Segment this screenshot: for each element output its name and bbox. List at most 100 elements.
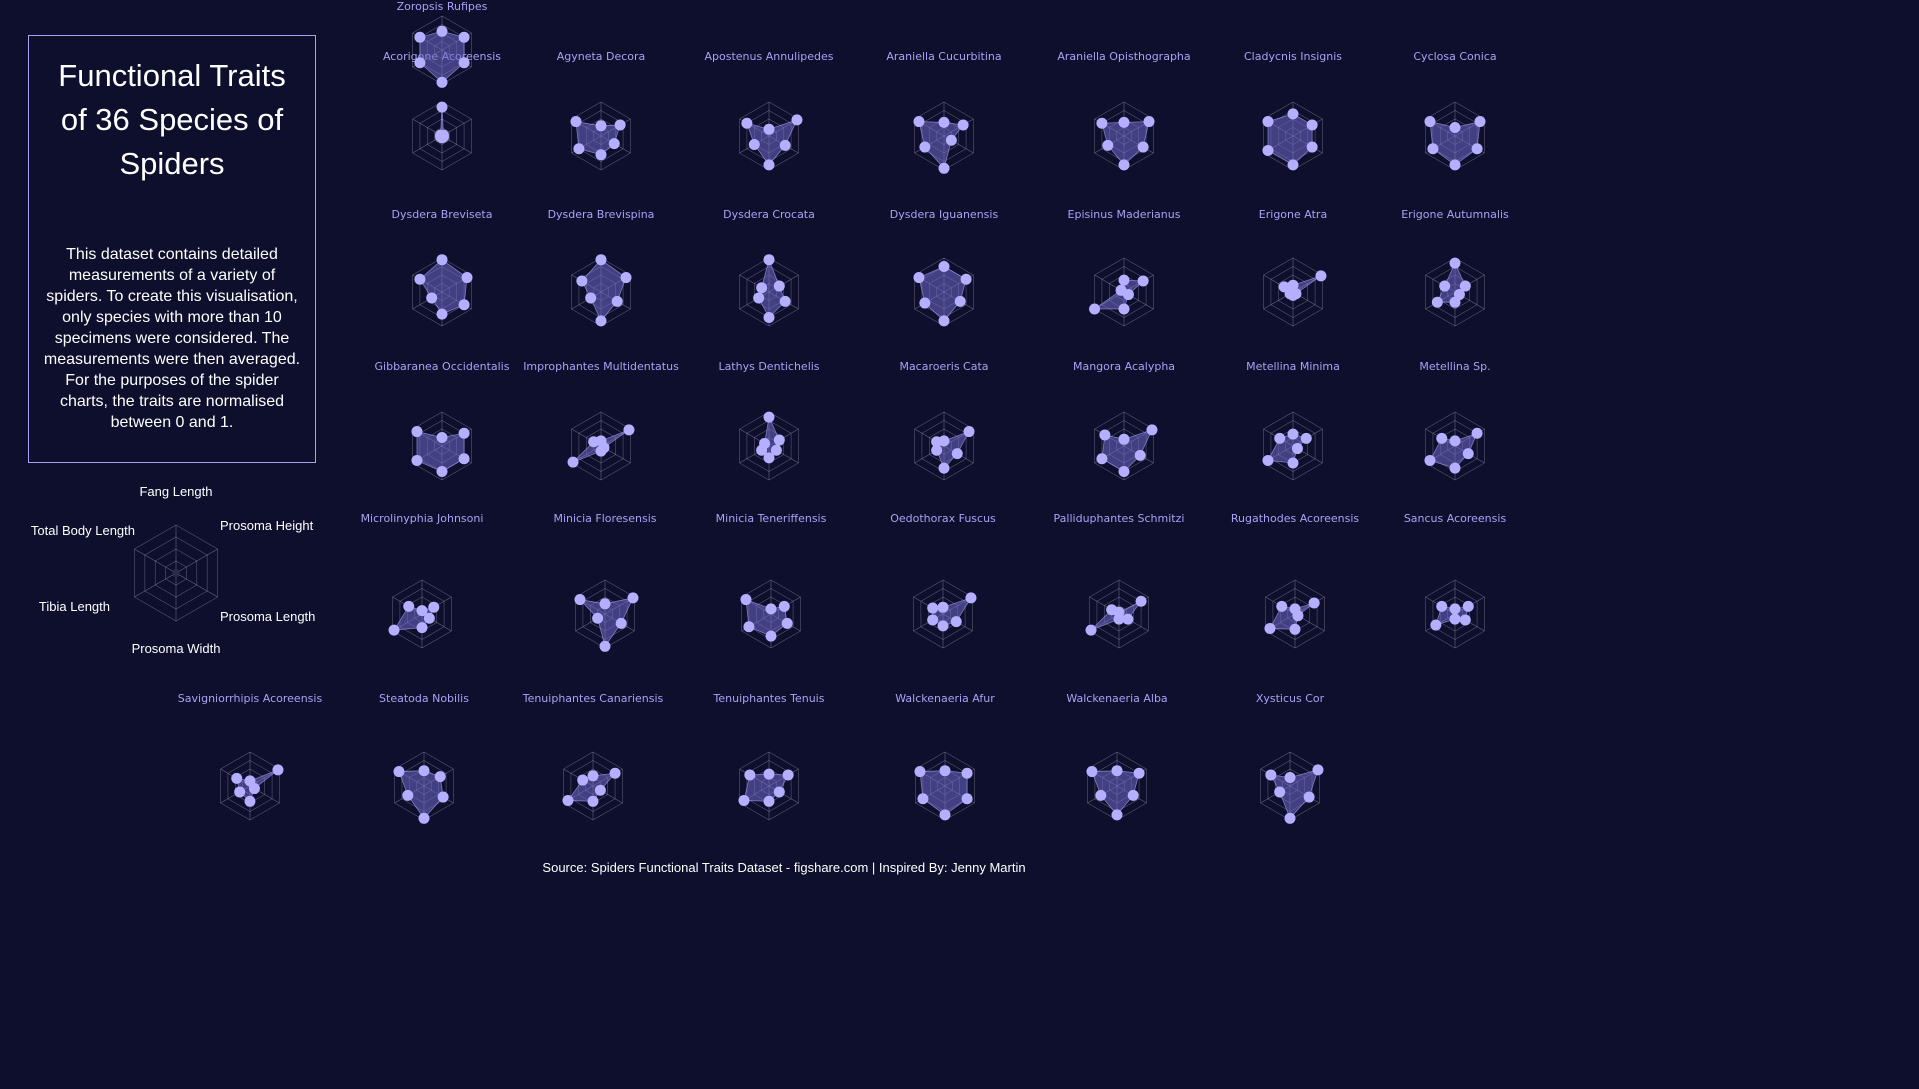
species-radar-chart bbox=[412, 15, 472, 88]
trait-point bbox=[961, 767, 973, 779]
trait-point bbox=[1431, 296, 1443, 308]
trait-point bbox=[1118, 466, 1130, 477]
trait-point bbox=[1265, 769, 1277, 781]
trait-point bbox=[782, 769, 794, 781]
trait-point bbox=[1292, 610, 1304, 622]
trait-point bbox=[914, 766, 926, 778]
trait-point bbox=[458, 453, 470, 465]
trait-area bbox=[1267, 113, 1313, 166]
trait-point bbox=[1089, 303, 1101, 315]
legend-label-prosoma-width: Prosoma Width bbox=[132, 641, 221, 656]
trait-point bbox=[927, 602, 939, 614]
trait-point bbox=[595, 120, 607, 132]
trait-area bbox=[918, 266, 967, 322]
species-radar-chart bbox=[739, 254, 799, 327]
trait-point bbox=[1471, 143, 1483, 155]
trait-point bbox=[917, 793, 929, 805]
trait-point bbox=[960, 273, 972, 285]
trait-point bbox=[1122, 613, 1134, 625]
species-title: Erigone Autumnalis bbox=[1401, 208, 1509, 221]
trait-point bbox=[1118, 274, 1130, 286]
species-title: Walckenaeria Afur bbox=[895, 692, 995, 705]
trait-point bbox=[763, 312, 775, 323]
trait-point bbox=[1306, 119, 1318, 131]
species-radar-chart bbox=[1263, 257, 1327, 327]
trait-point bbox=[781, 617, 793, 629]
trait-point bbox=[1274, 432, 1286, 444]
trait-point bbox=[1099, 429, 1111, 441]
species-radar-chart bbox=[913, 579, 977, 649]
trait-point bbox=[416, 622, 428, 634]
trait-point bbox=[1287, 428, 1299, 440]
trait-point bbox=[416, 605, 428, 617]
trait-point bbox=[423, 612, 435, 624]
trait-point bbox=[1308, 597, 1320, 609]
trait-point bbox=[1462, 600, 1474, 612]
species-title: Cladycnis Insignis bbox=[1243, 50, 1343, 63]
trait-point bbox=[931, 436, 943, 448]
species-radar-chart bbox=[393, 751, 454, 824]
species-radar-chart bbox=[913, 101, 974, 174]
trait-point bbox=[773, 280, 785, 292]
trait-point bbox=[1111, 809, 1123, 821]
trait-point bbox=[231, 772, 243, 784]
trait-point bbox=[1095, 789, 1107, 801]
trait-point bbox=[577, 774, 589, 786]
trait-point bbox=[436, 25, 448, 37]
species-radar-chart bbox=[1425, 257, 1485, 327]
trait-point bbox=[426, 292, 438, 304]
trait-point bbox=[609, 767, 621, 779]
trait-point bbox=[1424, 116, 1436, 128]
trait-point bbox=[791, 114, 803, 126]
trait-point bbox=[411, 454, 423, 466]
trait-area bbox=[419, 30, 465, 83]
species-radar-chart bbox=[411, 411, 472, 481]
species-radar-chart bbox=[1094, 411, 1158, 481]
trait-point bbox=[1284, 772, 1296, 783]
species-title: Minicia Floresensis bbox=[553, 512, 657, 525]
trait-point bbox=[938, 261, 950, 272]
trait-point bbox=[588, 436, 600, 448]
species-radar-chart bbox=[739, 101, 803, 171]
species-title: Araniella Opisthographa bbox=[1057, 50, 1191, 63]
species-title: Microlinyphia Johnsoni bbox=[360, 512, 484, 525]
trait-point bbox=[913, 116, 925, 128]
trait-point bbox=[1102, 139, 1114, 151]
trait-point bbox=[1449, 435, 1461, 447]
trait-point bbox=[1291, 443, 1303, 455]
trait-point bbox=[620, 272, 632, 284]
trait-point bbox=[1449, 159, 1461, 171]
trait-point bbox=[595, 254, 607, 266]
trait-point bbox=[963, 426, 975, 438]
trait-point bbox=[458, 299, 470, 311]
species-radar-chart bbox=[914, 751, 975, 821]
trait-point bbox=[436, 308, 448, 320]
trait-point bbox=[599, 640, 611, 652]
trait-point bbox=[927, 614, 939, 626]
species-title: Dysdera Brevispina bbox=[547, 208, 655, 221]
trait-point bbox=[763, 452, 775, 464]
trait-point bbox=[1449, 462, 1461, 474]
species-radar-chart bbox=[1260, 751, 1324, 824]
legend-label-prosoma-height: Prosoma Height bbox=[220, 518, 314, 533]
trait-point bbox=[595, 445, 607, 457]
trait-point bbox=[957, 119, 969, 131]
trait-point bbox=[434, 771, 446, 783]
legend-label-total-body-length: Total Body Length bbox=[31, 523, 135, 538]
legend-radar: Fang Length Prosoma Height Prosoma Lengt… bbox=[31, 484, 315, 656]
legend-label-tibia-length: Tibia Length bbox=[39, 599, 110, 614]
trait-area bbox=[919, 770, 968, 816]
species-title: Improphantes Multidentatus bbox=[523, 360, 679, 373]
species-title: Steatoda Nobilis bbox=[379, 692, 469, 705]
trait-point bbox=[611, 295, 623, 307]
legend-center bbox=[172, 569, 180, 577]
trait-point bbox=[458, 427, 470, 439]
trait-point bbox=[938, 162, 950, 174]
grid-spoke bbox=[175, 572, 218, 598]
trait-point bbox=[748, 139, 760, 150]
trait-point bbox=[1284, 812, 1296, 824]
trait-point bbox=[738, 794, 750, 806]
trait-point bbox=[615, 617, 627, 629]
trait-point bbox=[1096, 117, 1108, 129]
species-radar-chart bbox=[1086, 751, 1147, 821]
